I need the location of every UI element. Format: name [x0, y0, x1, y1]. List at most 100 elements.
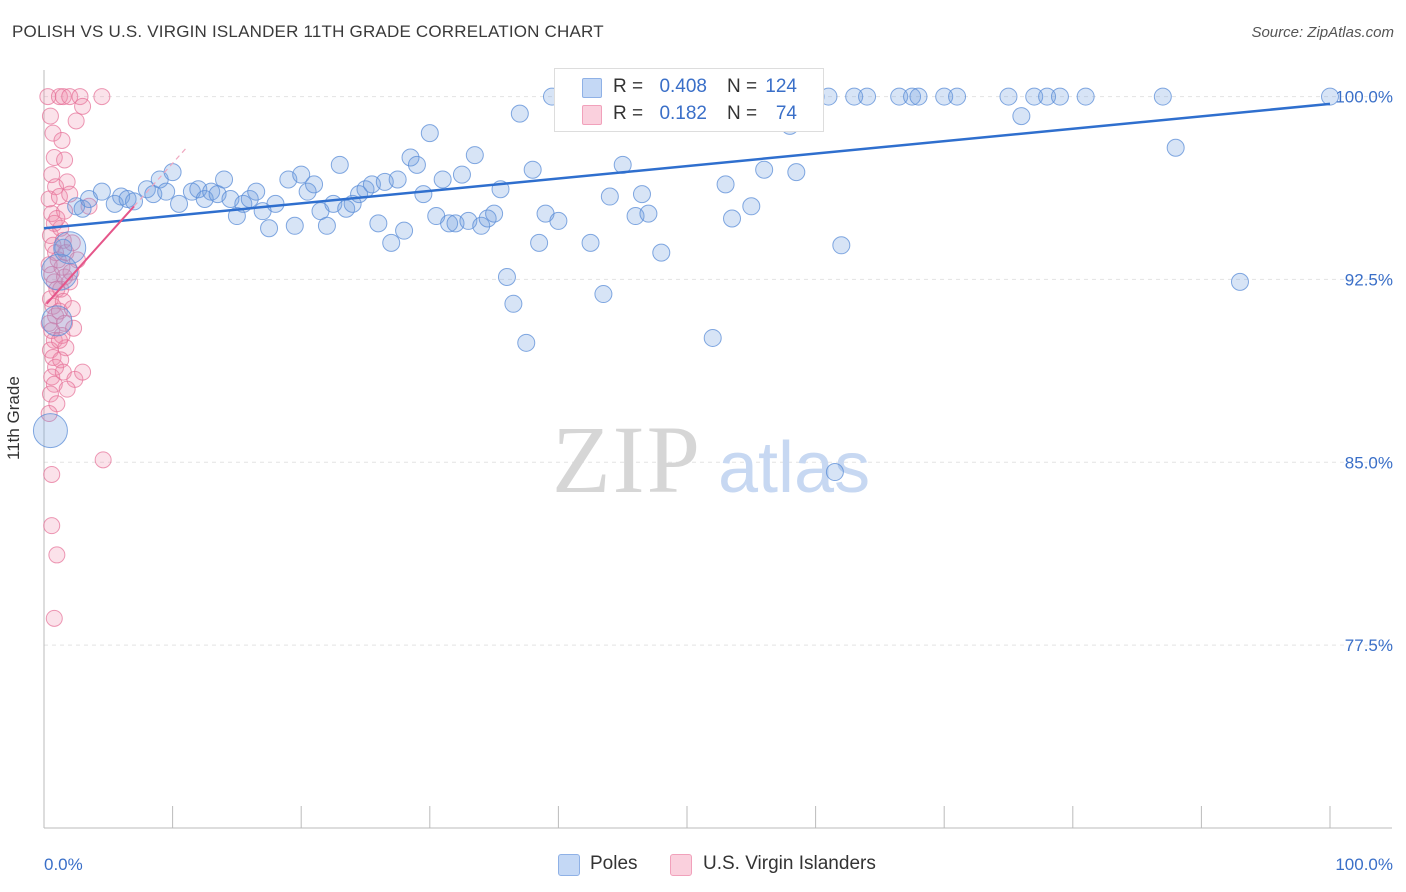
point-virgin-islanders [58, 380, 76, 398]
point-poles [1050, 87, 1069, 106]
point-poles [73, 199, 92, 218]
point-poles [903, 87, 922, 106]
point-virgin-islanders [50, 331, 68, 349]
point-virgin-islanders [39, 88, 57, 106]
axes [43, 70, 1392, 829]
point-virgin-islanders [45, 149, 63, 167]
point-poles [632, 185, 651, 204]
point-poles [652, 243, 671, 262]
point-poles [163, 163, 182, 182]
point-poles [716, 175, 735, 194]
r-value: 0.182 [659, 103, 707, 124]
point-poles [32, 413, 68, 449]
point-poles [909, 87, 928, 106]
point-virgin-islanders [63, 300, 81, 318]
point-poles [420, 124, 439, 143]
y-tick-label: 92.5% [1345, 270, 1393, 289]
point-poles [703, 328, 722, 347]
point-virgin-islanders [61, 88, 79, 106]
point-poles [497, 267, 516, 286]
point-poles [53, 231, 87, 265]
point-virgin-islanders [45, 609, 63, 627]
r-value: 0.408 [659, 76, 707, 97]
point-poles [517, 333, 536, 352]
point-poles [170, 194, 189, 213]
trend-line-virgin-islanders [45, 205, 135, 305]
point-virgin-islanders [67, 112, 85, 130]
point-poles [594, 285, 613, 304]
point-poles [581, 233, 600, 252]
point-poles [1038, 87, 1057, 106]
watermark-zip: ZIP [552, 406, 702, 513]
point-poles [1321, 87, 1339, 106]
point-poles [948, 87, 967, 106]
trend-lines [43, 102, 1331, 305]
point-poles [787, 163, 806, 182]
point-poles [388, 170, 407, 189]
point-poles [260, 219, 279, 238]
trend-line-poles [43, 102, 1331, 230]
point-virgin-islanders [93, 88, 111, 106]
legend-label: U.S. Virgin Islanders [703, 853, 876, 874]
point-virgin-islanders [74, 363, 92, 381]
point-poles [523, 160, 542, 179]
point-virgin-islanders [56, 151, 74, 169]
point-poles [1025, 87, 1044, 106]
point-poles [215, 170, 234, 189]
r-label: R = [613, 103, 644, 124]
point-poles [825, 463, 844, 482]
point-poles [504, 294, 523, 313]
point-poles [1166, 138, 1185, 157]
point-poles [305, 175, 324, 194]
point-poles [401, 148, 420, 167]
y-tick-label: 100.0% [1335, 88, 1393, 107]
point-poles [472, 216, 491, 235]
point-virgin-islanders [40, 190, 58, 208]
point-poles [890, 87, 909, 106]
point-poles [317, 216, 336, 235]
legend-swatch-virgin-islanders [582, 105, 602, 125]
point-poles [600, 187, 619, 206]
point-poles [999, 87, 1018, 106]
point-virgin-islanders [54, 88, 72, 106]
point-poles [832, 236, 851, 255]
chart-title: POLISH VS U.S. VIRGIN ISLANDER 11TH GRAD… [12, 22, 604, 41]
n-value: 74 [775, 103, 797, 124]
point-poles [407, 155, 426, 174]
point-virgin-islanders [74, 97, 92, 115]
point-poles [485, 204, 504, 223]
point-poles [723, 209, 742, 228]
legend-swatch [558, 854, 580, 876]
point-poles [1076, 87, 1095, 106]
stats-legend: R = 0.408 N = 124 R = 0.182 N = 74 [554, 68, 824, 132]
gridlines [44, 96, 1392, 646]
point-poles [1153, 87, 1172, 106]
point-poles [266, 194, 285, 213]
legend-row-virgin-islanders: R = 0.182 N = 74 [555, 100, 823, 128]
point-poles [382, 233, 401, 252]
point-poles [935, 87, 954, 106]
point-virgin-islanders [41, 385, 59, 403]
point-poles [433, 170, 452, 189]
point-virgin-islanders [63, 234, 81, 252]
point-poles [41, 305, 73, 337]
legend-row-poles: R = 0.408 N = 124 [555, 73, 823, 101]
point-virgin-islanders [43, 517, 61, 535]
point-poles [1230, 272, 1249, 291]
point-poles [465, 146, 484, 165]
point-poles [510, 104, 529, 123]
x-tick-label-max: 100.0% [1335, 855, 1393, 874]
point-poles [157, 182, 176, 201]
point-poles [549, 211, 568, 230]
trend-extension-virgin-islanders [133, 148, 186, 207]
point-poles [369, 214, 388, 233]
point-poles [395, 221, 414, 240]
legend-label: Poles [590, 853, 638, 874]
point-poles [1012, 107, 1031, 126]
point-virgin-islanders [48, 209, 66, 227]
point-poles [298, 182, 317, 201]
n-label: N = [727, 103, 758, 124]
point-poles [292, 165, 311, 184]
point-poles [530, 233, 549, 252]
r-label: R = [613, 76, 644, 97]
